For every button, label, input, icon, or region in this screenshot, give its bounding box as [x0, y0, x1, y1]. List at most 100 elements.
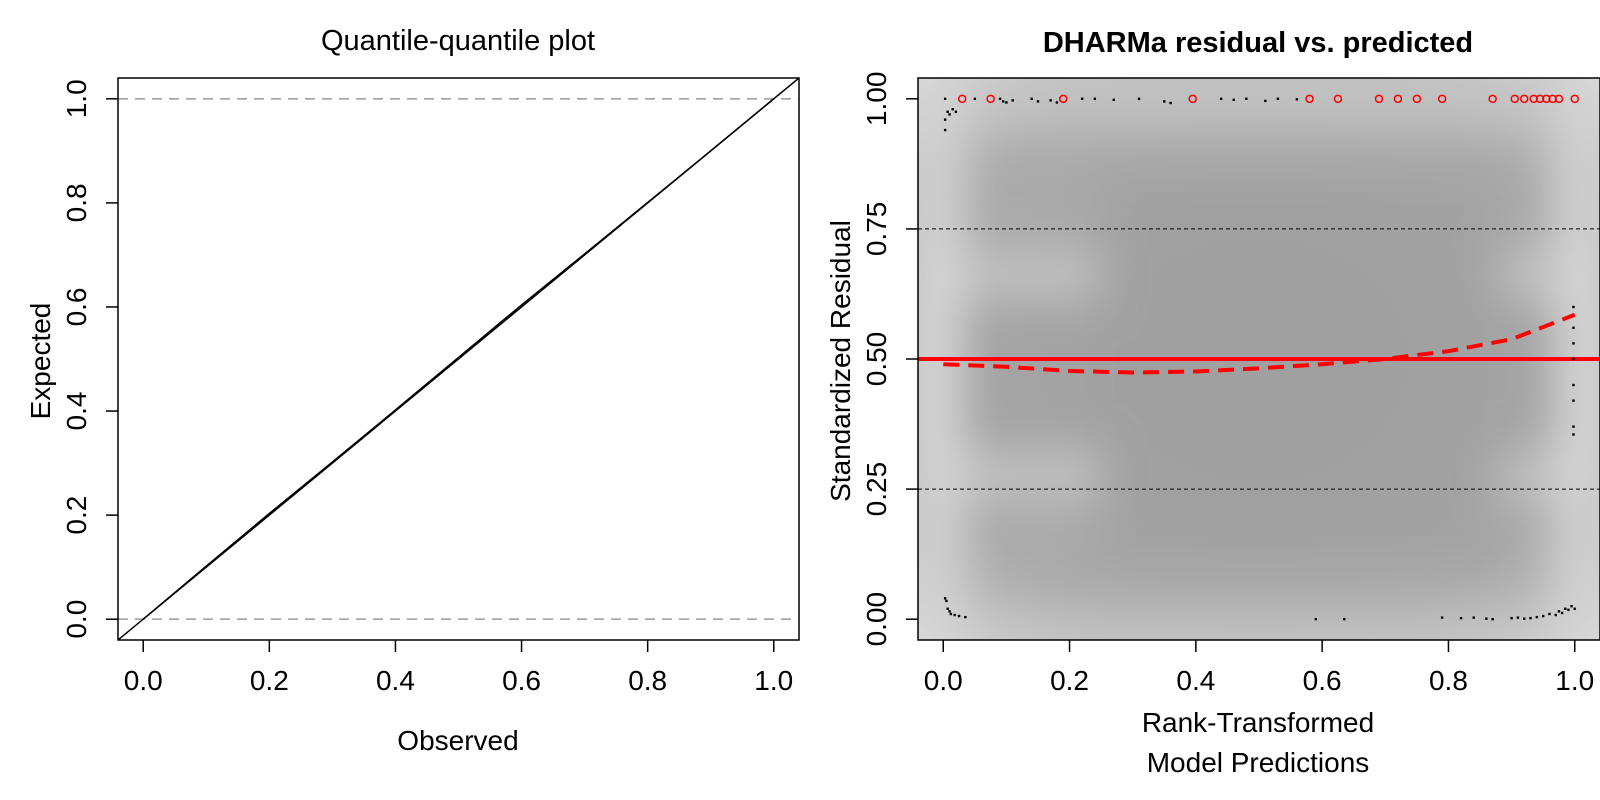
residual-point [1572, 342, 1575, 345]
residual-x-tick-label: 0.2 [1050, 665, 1089, 696]
qq-x-axis-label: Observed [397, 725, 518, 756]
residual-outlier-point [1570, 94, 1579, 104]
residual-point [964, 615, 967, 619]
qq-plot-title: Quantile-quantile plot [321, 25, 595, 57]
qq-y-tick-label: 1.0 [61, 79, 92, 118]
qq-y-tick-label: 0.4 [61, 392, 92, 431]
residual-point [1030, 97, 1033, 101]
residual-point [1541, 614, 1545, 618]
residual-plot-title: DHARMa residual vs. predicted [1043, 27, 1473, 59]
qq-x-tick-label: 1.0 [754, 665, 793, 696]
residual-point [1005, 101, 1008, 104]
residual-point [1036, 100, 1040, 103]
residual-x-tick-label: 0.0 [924, 665, 963, 696]
residual-outlier-point [1058, 94, 1068, 104]
qq-x-tick-label: 0.0 [124, 665, 163, 696]
residual-outlier-point [957, 94, 967, 104]
residual-point [953, 613, 956, 617]
residual-outlier-point [1488, 94, 1497, 104]
residual-point [1459, 616, 1463, 620]
residual-outlier-point [1437, 94, 1447, 104]
residual-outlier-point [1374, 94, 1384, 104]
qq-x-axis: 0.0 0.2 0.4 0.6 0.8 1.0 [124, 640, 793, 696]
residual-point [1572, 326, 1575, 329]
residual-x-axis: 0.0 0.2 0.4 0.6 0.8 1.0 [924, 640, 1594, 696]
residual-point [1572, 357, 1575, 361]
residual-outlier-point [1333, 94, 1343, 104]
residual-point [1516, 616, 1520, 619]
residual-point [1264, 99, 1267, 103]
residual-point [1295, 98, 1299, 101]
residual-point [1049, 99, 1052, 102]
residual-point [1485, 617, 1488, 620]
residual-point [1472, 616, 1475, 619]
residual-smooth-curve [943, 312, 1576, 375]
residual-point [943, 597, 947, 600]
residual-point [1011, 99, 1014, 102]
residual-x-tick-label: 0.6 [1303, 665, 1342, 696]
residual-point [1572, 433, 1575, 436]
residual-outlier-point [1510, 94, 1519, 104]
qq-x-tick-label: 0.4 [376, 665, 415, 696]
residual-outlier-point [1393, 94, 1403, 104]
residual-point [1557, 610, 1561, 613]
residual-y-tick-label: 0.75 [861, 202, 892, 257]
residual-point [1276, 97, 1280, 101]
residual-point [1343, 617, 1346, 621]
residual-point [954, 110, 958, 114]
residual-outlier-point [986, 94, 995, 104]
residual-point [957, 614, 961, 618]
residual-point [948, 610, 951, 613]
residual-point [1080, 97, 1084, 101]
qq-plot-panel: Quantile-quantile plot 0.0 0.2 0.4 0.6 0.8 1.… [25, 25, 800, 756]
residual-outlier-point [1188, 94, 1197, 104]
residual-point [1055, 101, 1059, 104]
qq-x-tick-label: 0.6 [502, 665, 541, 696]
residual-x-tick-label: 0.8 [1429, 665, 1468, 696]
qq-y-tick-label: 0.0 [61, 600, 92, 639]
residual-point [1529, 616, 1532, 620]
residual-point [1491, 617, 1494, 621]
residual-point [951, 108, 954, 111]
residual-point [1112, 98, 1115, 102]
residual-plot-panel: DHARMa residual vs. predicted 0.0 0.2 0.4 0… [825, 27, 1600, 778]
residual-point [1572, 305, 1575, 309]
residual-point [1573, 607, 1576, 610]
residual-point [1232, 98, 1235, 102]
residual-point [1219, 97, 1223, 101]
qq-x-tick-label: 0.2 [250, 665, 289, 696]
qq-series-line [142, 98, 775, 620]
residual-point [1572, 399, 1575, 402]
residual-point [1564, 607, 1567, 610]
residual-point [1245, 97, 1248, 101]
residual-point [948, 113, 951, 116]
residual-point [946, 607, 949, 610]
residual-point [1093, 97, 1097, 101]
residual-point [1560, 611, 1564, 615]
residual-outlier-point [1412, 94, 1422, 104]
residual-x-tick-label: 1.0 [1555, 665, 1594, 696]
residual-x-tick-label: 0.4 [1176, 665, 1215, 696]
qq-y-axis: 0.0 0.2 0.4 0.6 0.8 1.0 [61, 79, 118, 639]
residual-y-axis-label: Standardized Residual [825, 220, 856, 502]
residual-point [949, 612, 953, 616]
residual-point [1314, 617, 1318, 621]
residual-y-tick-label: 0.50 [861, 332, 892, 387]
residual-point [1169, 101, 1172, 105]
residual-y-axis: 0.00 0.25 0.50 0.75 1.00 [861, 72, 918, 646]
residual-x-axis-label-line1: Rank-Transformed [1142, 707, 1374, 738]
residual-outlier-point [1519, 94, 1529, 104]
residual-point [1570, 604, 1573, 608]
residual-outlier-point [1305, 94, 1314, 104]
qq-x-tick-label: 0.8 [628, 665, 667, 696]
qq-y-axis-label: Expected [25, 303, 56, 420]
residual-plot-area [918, 94, 1600, 621]
residual-y-tick-label: 0.25 [861, 462, 892, 517]
residual-point [1572, 425, 1575, 428]
residual-point [1163, 100, 1166, 103]
residual-point [1137, 97, 1141, 101]
residual-point [945, 599, 948, 603]
residual-point [1572, 383, 1575, 387]
qq-y-tick-label: 0.2 [61, 496, 92, 535]
qq-plot-area [118, 78, 799, 640]
